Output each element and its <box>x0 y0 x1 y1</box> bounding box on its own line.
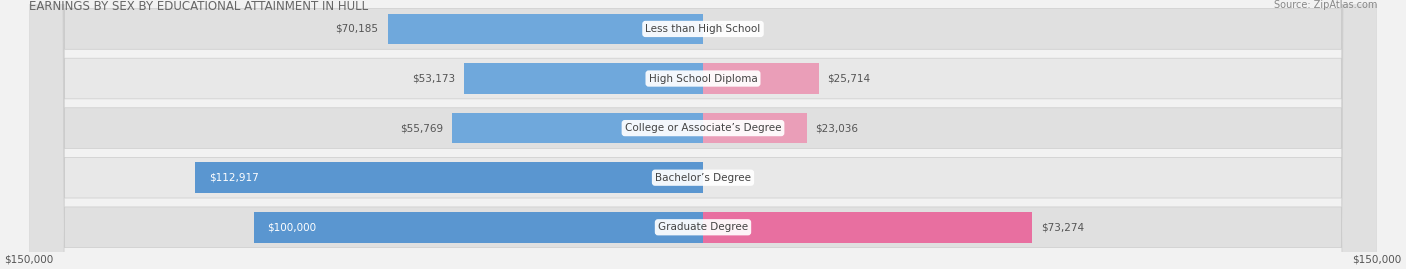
Bar <box>703 113 807 143</box>
Bar <box>453 113 703 143</box>
Bar <box>253 212 703 243</box>
FancyBboxPatch shape <box>28 0 1378 269</box>
Text: College or Associate’s Degree: College or Associate’s Degree <box>624 123 782 133</box>
Text: High School Diploma: High School Diploma <box>648 73 758 84</box>
Text: $73,274: $73,274 <box>1042 222 1084 232</box>
FancyBboxPatch shape <box>28 0 1378 269</box>
Text: $0: $0 <box>711 24 725 34</box>
Text: $53,173: $53,173 <box>412 73 456 84</box>
Bar <box>464 63 703 94</box>
Text: $55,769: $55,769 <box>401 123 443 133</box>
Text: Source: ZipAtlas.com: Source: ZipAtlas.com <box>1274 0 1378 10</box>
Text: Bachelor’s Degree: Bachelor’s Degree <box>655 173 751 183</box>
Text: Graduate Degree: Graduate Degree <box>658 222 748 232</box>
Text: $25,714: $25,714 <box>828 73 870 84</box>
FancyBboxPatch shape <box>28 0 1378 269</box>
Text: $70,185: $70,185 <box>336 24 378 34</box>
Text: $112,917: $112,917 <box>209 173 259 183</box>
Bar <box>195 162 703 193</box>
Bar <box>703 212 1032 243</box>
Text: $0: $0 <box>711 173 725 183</box>
Text: Less than High School: Less than High School <box>645 24 761 34</box>
Bar <box>388 14 703 44</box>
FancyBboxPatch shape <box>28 0 1378 269</box>
Text: $100,000: $100,000 <box>267 222 316 232</box>
Text: EARNINGS BY SEX BY EDUCATIONAL ATTAINMENT IN HULL: EARNINGS BY SEX BY EDUCATIONAL ATTAINMEN… <box>28 0 368 13</box>
FancyBboxPatch shape <box>28 0 1378 269</box>
Text: $23,036: $23,036 <box>815 123 859 133</box>
Bar <box>703 63 818 94</box>
